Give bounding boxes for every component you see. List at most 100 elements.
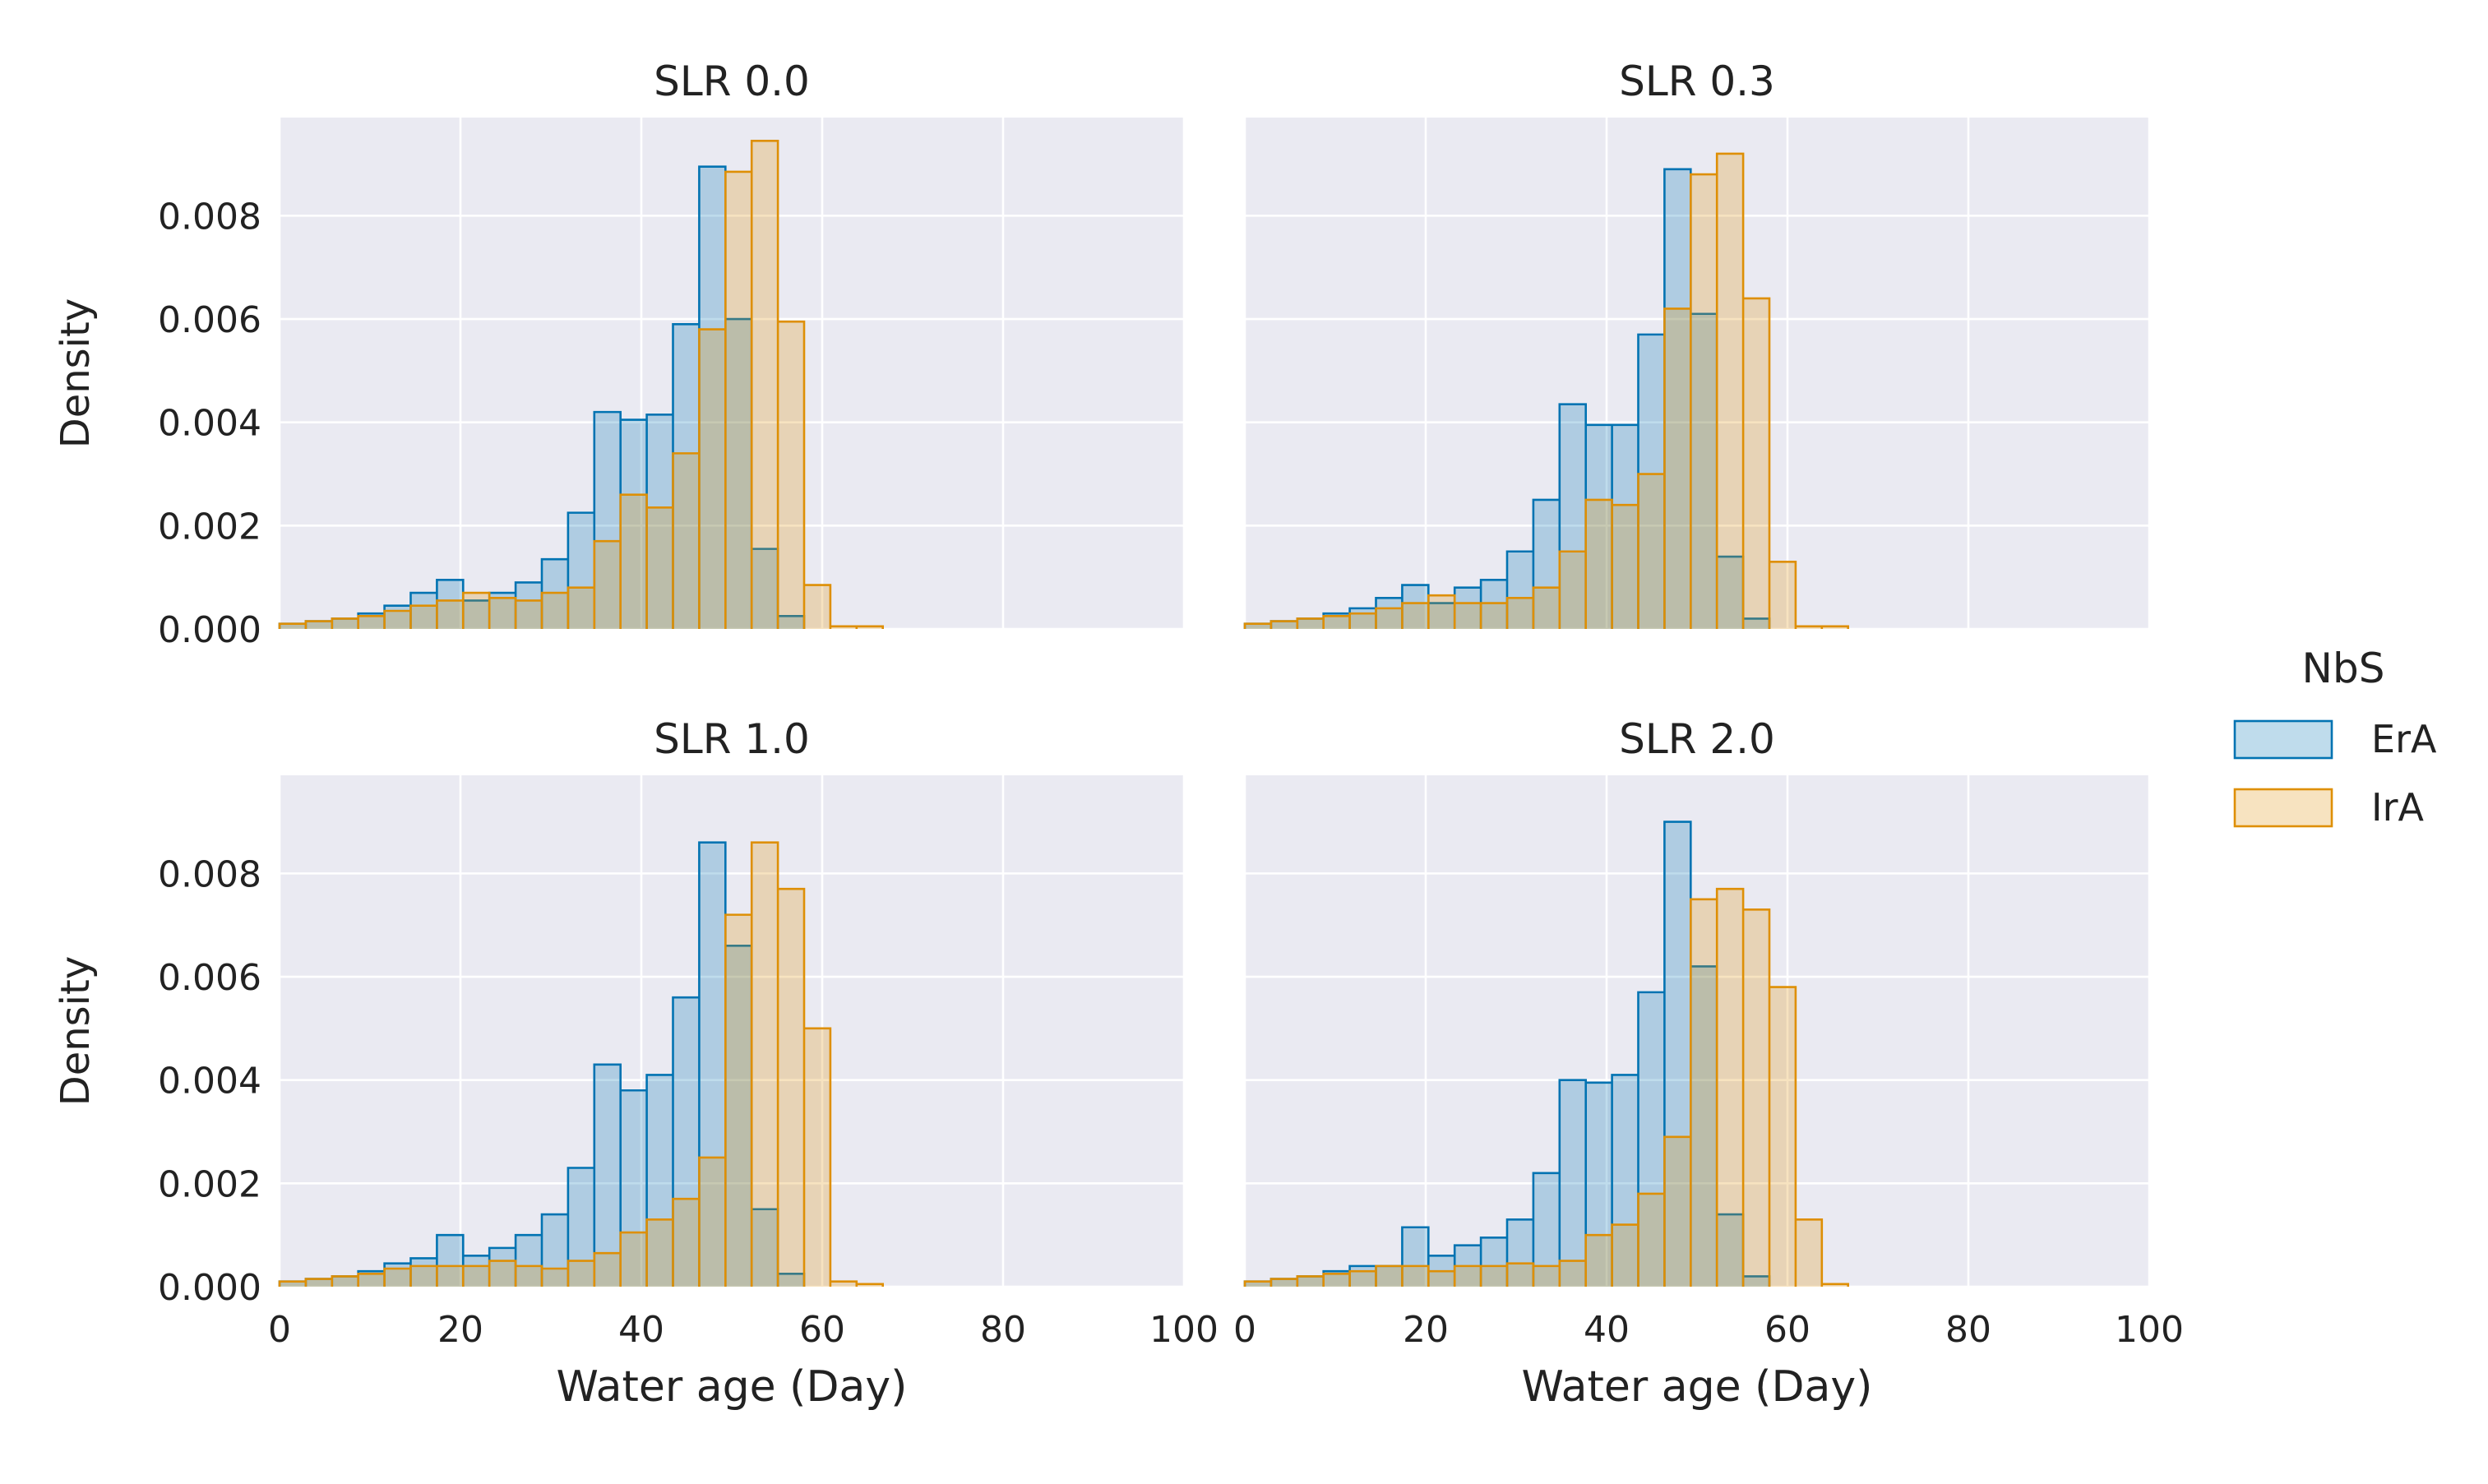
histogram-bar bbox=[1690, 174, 1718, 630]
histogram-bar bbox=[751, 141, 779, 630]
histogram-bar bbox=[1270, 1278, 1297, 1287]
histogram-bar bbox=[1533, 499, 1560, 629]
series-IrA bbox=[278, 139, 884, 630]
series-outline bbox=[278, 165, 806, 629]
histogram-bar bbox=[1270, 621, 1297, 629]
histogram-bar bbox=[1507, 551, 1533, 629]
histogram-bar bbox=[594, 412, 621, 629]
histogram-bar bbox=[751, 1209, 779, 1287]
x-tick-label: 0 bbox=[1233, 1309, 1256, 1351]
histogram-bar bbox=[358, 613, 385, 629]
histogram-bar bbox=[567, 1260, 594, 1287]
histogram-bar bbox=[1717, 1214, 1744, 1287]
panel-title: SLR 0.0 bbox=[654, 58, 810, 105]
histogram-bar bbox=[280, 623, 306, 629]
histogram-bar bbox=[699, 329, 726, 629]
histogram-bar bbox=[384, 1263, 411, 1287]
histogram-bar bbox=[1795, 1219, 1822, 1287]
histogram-bar bbox=[1245, 1281, 1271, 1287]
histogram-bar bbox=[1690, 899, 1718, 1287]
series-outline bbox=[1243, 821, 1771, 1287]
histogram-bar bbox=[778, 321, 804, 629]
histogram-bar bbox=[1612, 424, 1639, 629]
panel-3: SLR 1.0 0.000 0.002 0.004 0.006 0.008 Density 0… bbox=[53, 715, 1219, 1412]
y-tick-label: 0.004 bbox=[158, 1061, 261, 1103]
x-axis-label: Water age (Day) bbox=[557, 1362, 908, 1412]
y-tick-label: 0.002 bbox=[158, 1163, 261, 1205]
x-tick-label: 60 bbox=[1764, 1309, 1811, 1351]
histogram-bar bbox=[437, 1235, 464, 1287]
x-tick-label: 20 bbox=[1403, 1309, 1449, 1351]
histogram-bar bbox=[567, 587, 594, 629]
series-outline bbox=[1243, 168, 1771, 629]
histogram-bar bbox=[384, 1269, 411, 1287]
histogram-bar bbox=[620, 1090, 647, 1287]
plot-background bbox=[280, 118, 1184, 629]
histogram-bar bbox=[463, 600, 490, 629]
histogram-bar bbox=[1376, 598, 1403, 629]
x-tick-label: 100 bbox=[2115, 1309, 2184, 1351]
histogram-bar bbox=[1769, 562, 1796, 629]
histogram-bar bbox=[331, 618, 358, 629]
series-outline bbox=[278, 841, 884, 1287]
histogram-bar bbox=[463, 1265, 490, 1287]
histogram-bar bbox=[1559, 404, 1586, 629]
histogram-bar bbox=[1664, 821, 1691, 1287]
histogram-bar bbox=[646, 414, 673, 629]
y-tick-label: 0.006 bbox=[158, 299, 261, 341]
histogram-bar bbox=[646, 1219, 673, 1287]
series-ErA bbox=[1243, 821, 1771, 1287]
histogram-bar bbox=[620, 1232, 647, 1287]
histogram-bar bbox=[1349, 613, 1376, 629]
histogram-bar bbox=[489, 1247, 516, 1287]
panel-2: SLR 0.3 bbox=[1243, 58, 2151, 631]
series-IrA bbox=[278, 841, 884, 1287]
histogram-bar bbox=[804, 1028, 830, 1287]
histogram-bar bbox=[1638, 992, 1665, 1287]
histogram-bar bbox=[1559, 1079, 1586, 1287]
legend-label-IrA: IrA bbox=[2371, 785, 2424, 830]
panel-title: SLR 0.3 bbox=[1619, 58, 1775, 105]
histogram-bar bbox=[358, 1271, 385, 1287]
histogram-bar bbox=[1585, 499, 1612, 629]
histogram-bar bbox=[280, 1281, 306, 1287]
histogram-bar bbox=[673, 453, 700, 629]
histogram-bar bbox=[1717, 153, 1744, 629]
histogram-bar bbox=[1533, 1265, 1560, 1287]
histogram-bar bbox=[1743, 1276, 1769, 1287]
histogram-bar bbox=[542, 593, 568, 629]
histogram-bar bbox=[489, 1260, 516, 1287]
histogram-bar bbox=[1402, 585, 1429, 629]
histogram-bar bbox=[1559, 551, 1586, 629]
x-tick-label: 40 bbox=[1584, 1309, 1630, 1351]
histogram-bar bbox=[1821, 1283, 1848, 1287]
histogram-bar bbox=[751, 842, 779, 1287]
plot-background bbox=[280, 775, 1184, 1287]
panel-title: SLR 1.0 bbox=[654, 715, 810, 763]
histogram-bar bbox=[725, 171, 752, 629]
histogram-bar bbox=[1585, 1082, 1612, 1287]
histogram-bar bbox=[1743, 618, 1769, 629]
series-IrA bbox=[1243, 152, 1849, 630]
histogram-bar bbox=[437, 1265, 464, 1287]
histogram-bar bbox=[1507, 1263, 1533, 1287]
histogram-bar bbox=[331, 618, 358, 629]
histogram-bar bbox=[516, 582, 542, 629]
histogram-bar bbox=[1376, 1265, 1403, 1287]
histogram-bar bbox=[1402, 1265, 1429, 1287]
legend-title: NbS bbox=[2302, 645, 2385, 692]
histogram-bar bbox=[1481, 580, 1507, 629]
histogram-bar bbox=[305, 621, 332, 629]
histogram-bar bbox=[410, 605, 437, 629]
histogram-bar bbox=[1559, 1260, 1586, 1287]
histogram-bar bbox=[410, 1265, 437, 1287]
histogram-bar bbox=[516, 1235, 542, 1287]
histogram-bar bbox=[358, 616, 385, 629]
histogram-bar bbox=[1664, 308, 1691, 629]
histogram-bar bbox=[1323, 1271, 1350, 1287]
histogram-bar bbox=[1428, 595, 1455, 629]
histogram-bar bbox=[331, 1276, 358, 1287]
histogram-bar bbox=[1402, 1227, 1429, 1287]
x-tick-label: 100 bbox=[1149, 1309, 1219, 1351]
